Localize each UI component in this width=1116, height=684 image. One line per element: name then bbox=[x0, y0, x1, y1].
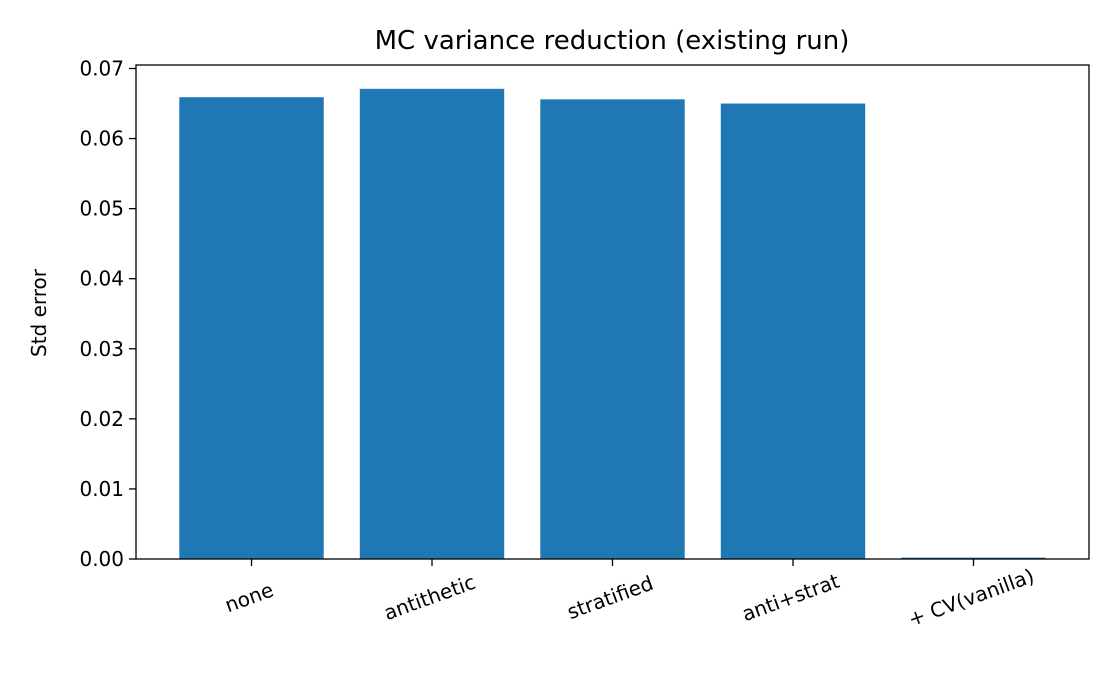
y-tick-label: 0.03 bbox=[79, 337, 124, 361]
x-tick-label: antithetic bbox=[381, 570, 479, 625]
x-tick-label: anti+strat bbox=[739, 569, 843, 626]
y-tick-label: 0.07 bbox=[79, 57, 124, 81]
y-axis-label: Std error bbox=[27, 268, 51, 357]
x-tick-label: + CV(vanilla) bbox=[905, 564, 1037, 632]
y-tick-label: 0.04 bbox=[79, 267, 124, 291]
y-tick-label: 0.00 bbox=[79, 547, 124, 571]
y-tick-label: 0.02 bbox=[79, 407, 124, 431]
bar-anti-strat bbox=[720, 103, 866, 560]
y-tick-label: 0.05 bbox=[79, 197, 124, 221]
chart-title: MC variance reduction (existing run) bbox=[375, 26, 850, 56]
bar-stratified bbox=[540, 99, 685, 560]
x-tick-label: stratified bbox=[564, 571, 657, 624]
x-axis: none antithetic stratified anti+strat + CV(v… bbox=[222, 559, 1037, 632]
bars-group bbox=[179, 88, 1046, 560]
y-axis: 0.00 0.01 0.02 0.03 0.04 0.05 0.06 0.07 bbox=[79, 57, 136, 571]
bar-none bbox=[179, 97, 324, 559]
y-tick-label: 0.06 bbox=[79, 127, 124, 151]
bar-cv-vanilla bbox=[901, 557, 1046, 559]
plot-frame bbox=[135, 64, 1090, 560]
y-tick-label: 0.01 bbox=[79, 477, 124, 501]
bar-antithetic bbox=[359, 88, 505, 560]
x-tick-label: none bbox=[222, 578, 277, 618]
